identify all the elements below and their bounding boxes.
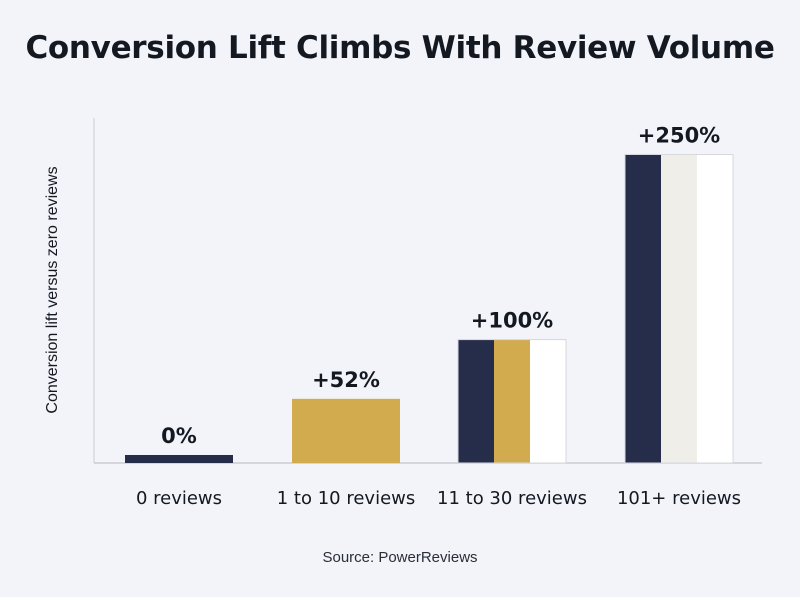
y-axis-label: Conversion lift versus zero reviews bbox=[44, 166, 61, 413]
bar-3-outline bbox=[624, 154, 734, 464]
bar-3-segment-0 bbox=[625, 154, 662, 463]
bar-3-segment-2 bbox=[697, 154, 733, 463]
bar-2-outline bbox=[457, 339, 567, 464]
bar-2-segment-0 bbox=[458, 339, 495, 463]
bar-3-segment-1 bbox=[661, 154, 698, 463]
x-tick-label-2: 11 to 30 reviews bbox=[437, 488, 587, 509]
bar-2-segment-1 bbox=[494, 339, 531, 463]
bar-2-segment-2 bbox=[530, 339, 566, 463]
source-note: Source: PowerReviews bbox=[322, 549, 478, 566]
data-label-1: +52% bbox=[312, 368, 380, 392]
chart-title: Conversion Lift Climbs With Review Volum… bbox=[25, 30, 775, 66]
x-tick-label-0: 0 reviews bbox=[136, 488, 222, 509]
x-tick-label-3: 101+ reviews bbox=[617, 488, 741, 509]
bar-0 bbox=[125, 455, 233, 463]
data-label-2: +100% bbox=[471, 309, 553, 333]
x-tick-label-1: 1 to 10 reviews bbox=[277, 488, 416, 509]
data-label-3: +250% bbox=[638, 124, 720, 148]
data-label-0: 0% bbox=[161, 424, 197, 448]
bar-1 bbox=[292, 398, 400, 463]
labels-group: Conversion lift versus zero reviews 0% 0 r… bbox=[44, 124, 741, 510]
bars-group bbox=[93, 118, 762, 464]
